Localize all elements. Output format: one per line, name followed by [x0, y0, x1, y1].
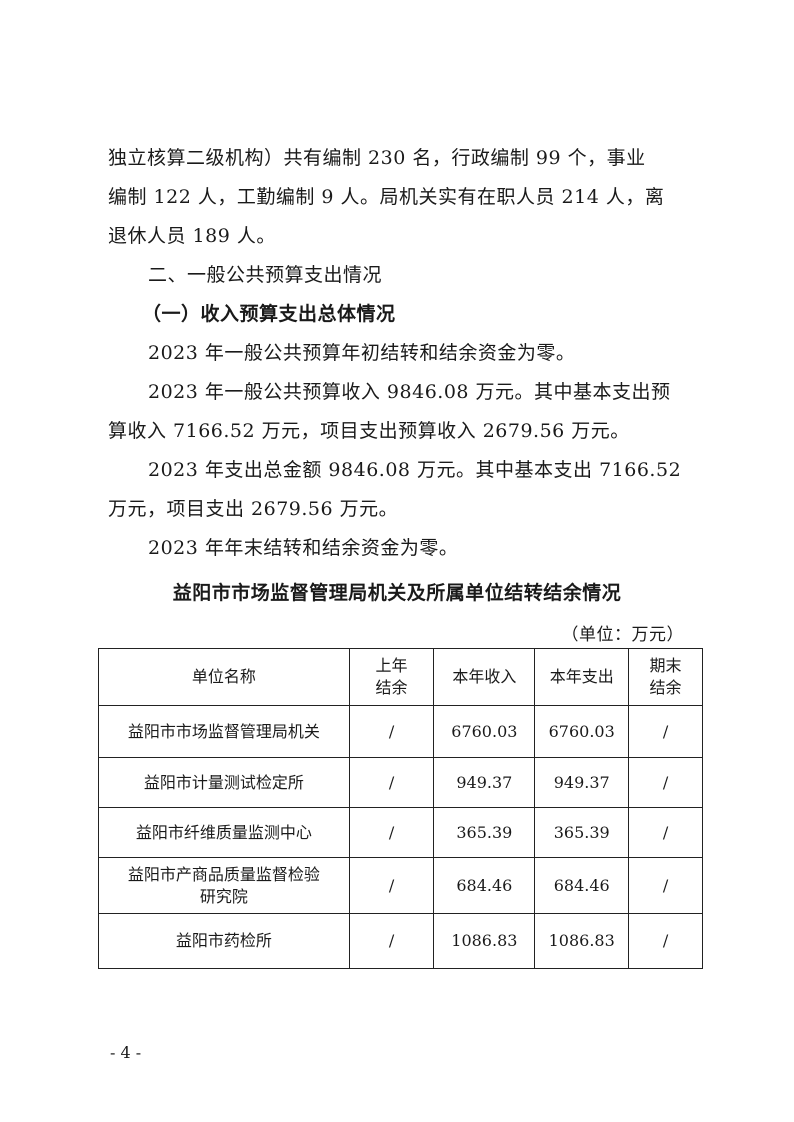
sub-heading: （一）收入预算支出总体情况 — [142, 303, 396, 325]
balance-table: 单位名称 上年结余 本年收入 本年支出 期末结余 益阳市市场监督管理局机关 / … — [98, 648, 703, 969]
cell-unit-name: 益阳市计量测试检定所 — [98, 757, 350, 808]
table-row: 益阳市市场监督管理局机关 / 6760.03 6760.03 / — [98, 705, 703, 758]
table-row: 益阳市产商品质量监督检验研究院 / 684.46 684.46 / — [98, 857, 703, 914]
cell-prior-balance: / — [348, 857, 435, 914]
body-line: 2023 年一般公共预算年初结转和结余资金为零。 — [148, 342, 576, 364]
cell-income: 1086.83 — [433, 913, 536, 969]
table-title: 益阳市市场监督管理局机关及所属单位结转结余情况 — [172, 582, 622, 604]
header-cell: 本年收入 — [433, 648, 536, 706]
cell-prior-balance: / — [348, 705, 435, 758]
paragraph-line: 独立核算二级机构）共有编制 230 名，行政编制 99 个，事业 — [108, 147, 646, 169]
cell-expense: 6760.03 — [534, 705, 630, 758]
cell-unit-name: 益阳市产商品质量监督检验研究院 — [98, 857, 350, 914]
cell-unit-name: 益阳市纤维质量监测中心 — [98, 807, 350, 858]
cell-income: 6760.03 — [433, 705, 536, 758]
page-number: - 4 - — [110, 1043, 142, 1062]
cell-end-balance: / — [628, 857, 703, 914]
header-cell: 单位名称 — [98, 648, 350, 706]
cell-prior-balance: / — [348, 913, 435, 969]
cell-income: 949.37 — [433, 757, 536, 808]
cell-end-balance: / — [628, 705, 703, 758]
body-line: 2023 年支出总金额 9846.08 万元。其中基本支出 7166.52 — [148, 459, 682, 481]
unit-label: （单位：万元） — [561, 625, 684, 645]
cell-end-balance: / — [628, 757, 703, 808]
cell-end-balance: / — [628, 913, 703, 969]
body-line: 2023 年年末结转和结余资金为零。 — [148, 537, 459, 559]
cell-expense: 684.46 — [534, 857, 630, 914]
cell-expense: 1086.83 — [534, 913, 630, 969]
paragraph-line: 退休人员 189 人。 — [108, 225, 276, 247]
body-line: 算收入 7166.52 万元，项目支出预算收入 2679.56 万元。 — [108, 420, 630, 442]
cell-expense: 949.37 — [534, 757, 630, 808]
paragraph-line: 编制 122 人，工勤编制 9 人。局机关实有在职人员 214 人，离 — [108, 186, 665, 208]
cell-prior-balance: / — [348, 757, 435, 808]
table-row: 益阳市纤维质量监测中心 / 365.39 365.39 / — [98, 807, 703, 858]
table-row: 益阳市药检所 / 1086.83 1086.83 / — [98, 913, 703, 969]
cell-income: 684.46 — [433, 857, 536, 914]
cell-end-balance: / — [628, 807, 703, 858]
table-header-row: 单位名称 上年结余 本年收入 本年支出 期末结余 — [98, 648, 703, 706]
header-cell: 期末结余 — [628, 648, 703, 706]
header-cell: 本年支出 — [534, 648, 630, 706]
table-row: 益阳市计量测试检定所 / 949.37 949.37 / — [98, 757, 703, 808]
header-cell: 上年结余 — [348, 648, 435, 706]
cell-unit-name: 益阳市市场监督管理局机关 — [98, 705, 350, 758]
cell-expense: 365.39 — [534, 807, 630, 858]
section-heading: 二、一般公共预算支出情况 — [148, 264, 383, 286]
cell-unit-name: 益阳市药检所 — [98, 913, 350, 969]
cell-prior-balance: / — [348, 807, 435, 858]
cell-income: 365.39 — [433, 807, 536, 858]
body-line: 万元，项目支出 2679.56 万元。 — [108, 498, 399, 520]
body-line: 2023 年一般公共预算收入 9846.08 万元。其中基本支出预 — [148, 381, 671, 403]
